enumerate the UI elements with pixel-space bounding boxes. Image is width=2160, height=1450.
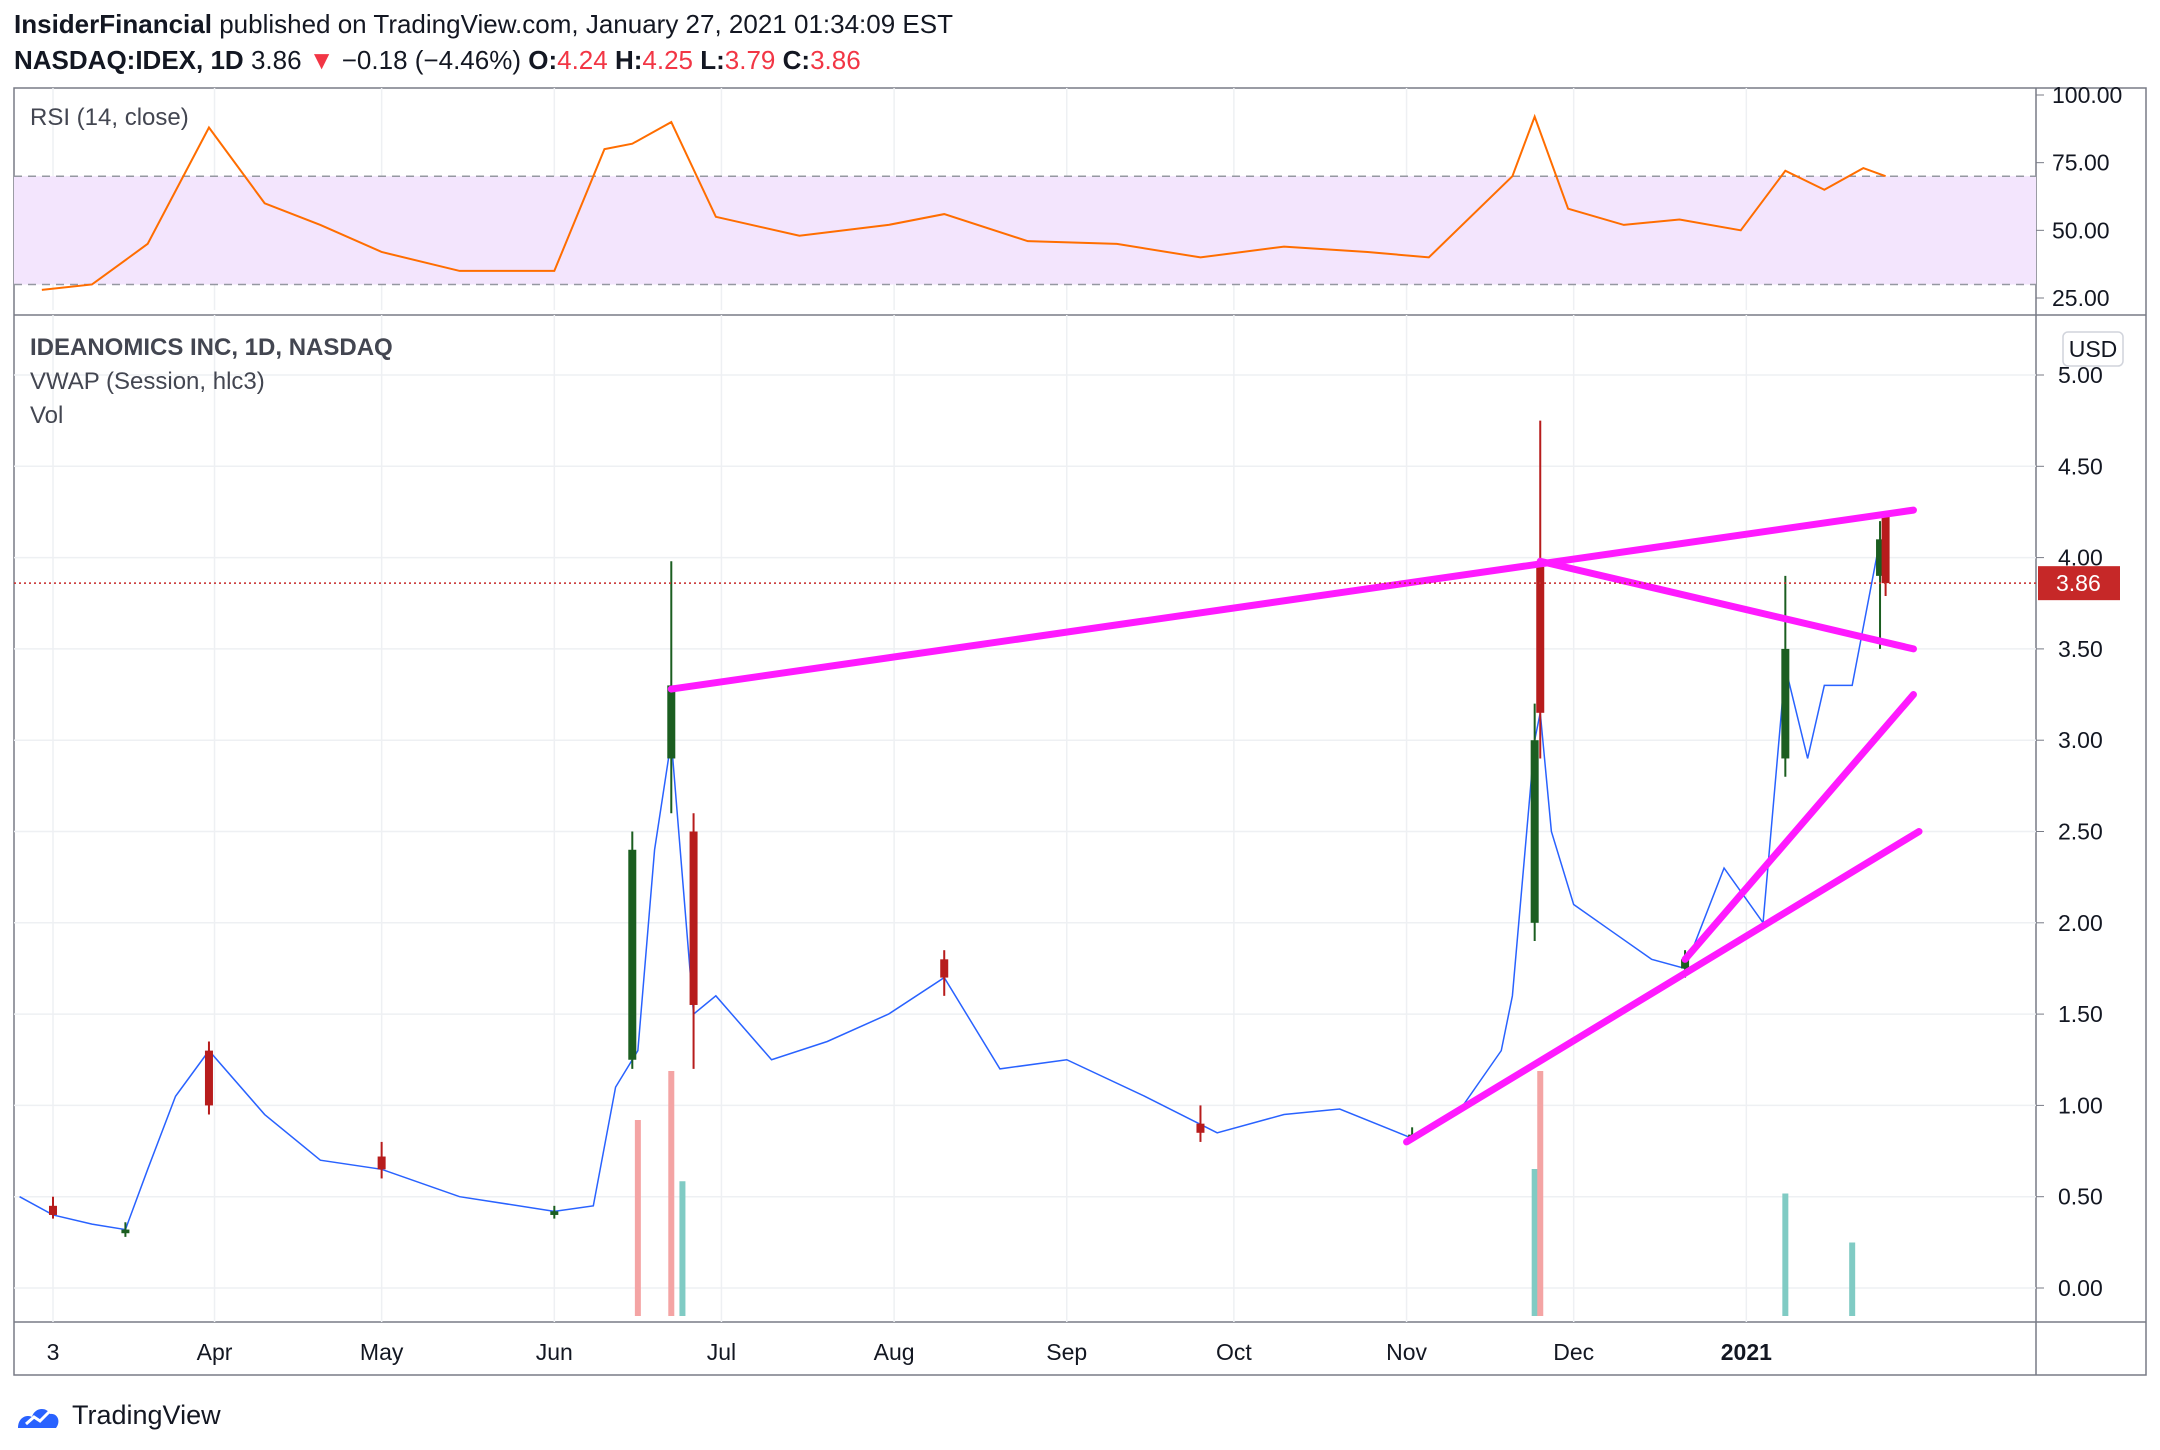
x-tick-label: Aug (874, 1339, 915, 1365)
candle-body (667, 685, 676, 759)
x-tick-label: Oct (1216, 1339, 1252, 1365)
rsi-tick-label: 50.00 (2052, 217, 2110, 243)
price-tick-label: 3.00 (2058, 727, 2103, 753)
trendline (1536, 557, 1917, 653)
volume-bar (1849, 1242, 1856, 1316)
candle-body (1881, 513, 1890, 584)
candle-body (628, 849, 637, 1060)
x-tick-label: 3 (47, 1339, 60, 1365)
price-tick-label: 3.50 (2058, 636, 2103, 662)
chart-frame (13, 87, 2147, 1376)
close-value: 3.86 (810, 45, 861, 75)
open-label: O: (528, 45, 558, 75)
candle-body (1530, 740, 1539, 923)
candle-body (940, 959, 949, 978)
volume-bar (1537, 1071, 1544, 1316)
candle-body (121, 1229, 130, 1234)
rsi-line (41, 113, 1886, 291)
trendline (1681, 691, 1917, 963)
price-tick-label: 0.00 (2058, 1275, 2103, 1301)
tradingview-logo-icon (18, 1408, 59, 1428)
vwap-line (19, 539, 1887, 1231)
price-tick-label: 2.50 (2058, 819, 2103, 845)
x-tick-label: Apr (197, 1339, 233, 1365)
rsi-label[interactable]: RSI (14, close) (30, 104, 189, 131)
rsi-tick-label: 75.00 (2052, 150, 2110, 176)
vwap-label[interactable]: VWAP (Session, hlc3) (30, 368, 265, 395)
change-value: −0.18 (−4.46%) (341, 45, 521, 75)
x-tick-label: Nov (1386, 1339, 1427, 1365)
volume-bar (1531, 1169, 1538, 1316)
high-value: 4.25 (642, 45, 693, 75)
volume-bar (634, 1120, 641, 1316)
publisher-name[interactable]: InsiderFinancial (14, 9, 212, 39)
candle-body (689, 831, 698, 1005)
open-value: 4.24 (557, 45, 608, 75)
footer: TradingView (14, 1395, 221, 1435)
last-value: 3.86 (250, 45, 302, 75)
price-tick-label: 2.00 (2058, 910, 2103, 936)
price-tick-label: 0.50 (2058, 1184, 2103, 1210)
volume-label[interactable]: Vol (30, 402, 64, 429)
down-arrow-icon: ▼ (308, 45, 335, 75)
close-label: C: (782, 45, 811, 75)
x-tick-label: Sep (1046, 1339, 1087, 1365)
x-tick-label: Jul (707, 1339, 736, 1365)
price-pane-title[interactable]: IDEANOMICS INC, 1D, NASDAQ (30, 334, 393, 361)
volume-bar (679, 1181, 686, 1316)
price-tick-label: 4.50 (2058, 453, 2103, 479)
ohlc-line: NASDAQ:IDEX, 1D 3.86 ▼ −0.18 (−4.46%) O:… (14, 42, 953, 78)
trendline (667, 506, 1917, 693)
trendline (1403, 828, 1923, 1146)
candle-body (550, 1211, 559, 1215)
price-tick-label: 1.50 (2058, 1001, 2103, 1027)
last-price-tag-label: 3.86 (2056, 570, 2101, 596)
volume-bar (1782, 1193, 1789, 1316)
candle-body (1781, 648, 1790, 759)
published-text: published on TradingView.com, January 27… (219, 9, 953, 39)
rsi-band (14, 176, 2036, 285)
candle-body (1536, 566, 1545, 713)
x-tick-label: Jun (536, 1339, 573, 1365)
low-label: L: (700, 45, 725, 75)
symbol-label[interactable]: NASDAQ:IDEX, 1D (14, 45, 244, 75)
candle-body (377, 1156, 386, 1170)
price-tick-label: 1.00 (2058, 1092, 2103, 1118)
candle-body (48, 1205, 57, 1215)
chart-header: InsiderFinancial published on TradingVie… (14, 6, 953, 78)
candle-body (1196, 1123, 1205, 1133)
x-tick-label: May (360, 1339, 404, 1365)
tradingview-brand[interactable]: TradingView (72, 1399, 221, 1430)
candle-body (204, 1050, 213, 1106)
x-tick-label: 2021 (1721, 1339, 1772, 1365)
low-value: 3.79 (724, 45, 776, 75)
rsi-tick-label: 100.00 (2052, 82, 2122, 108)
last-price-tag (2038, 566, 2120, 601)
high-label: H: (614, 45, 643, 75)
currency-box (2062, 331, 2124, 367)
x-tick-label: Dec (1553, 1339, 1594, 1365)
candle-body (1681, 959, 1690, 969)
currency-label: USD (2069, 336, 2118, 362)
candle-body (1876, 539, 1885, 576)
publish-line: InsiderFinancial published on TradingVie… (14, 6, 953, 42)
volume-bar (668, 1071, 675, 1316)
rsi-tick-label: 25.00 (2052, 285, 2110, 311)
